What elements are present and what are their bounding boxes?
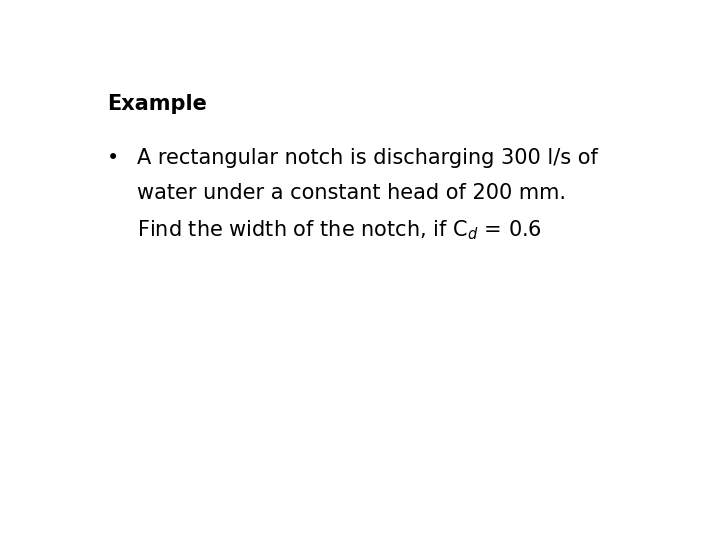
Text: water under a constant head of 200 mm.: water under a constant head of 200 mm. <box>138 183 567 203</box>
Text: •: • <box>107 148 119 168</box>
Text: A rectangular notch is discharging 300 l/s of: A rectangular notch is discharging 300 l… <box>138 148 598 168</box>
Text: Example: Example <box>107 94 207 114</box>
Text: Find the width of the notch, if C$_d$ = 0.6: Find the width of the notch, if C$_d$ = … <box>138 219 542 242</box>
